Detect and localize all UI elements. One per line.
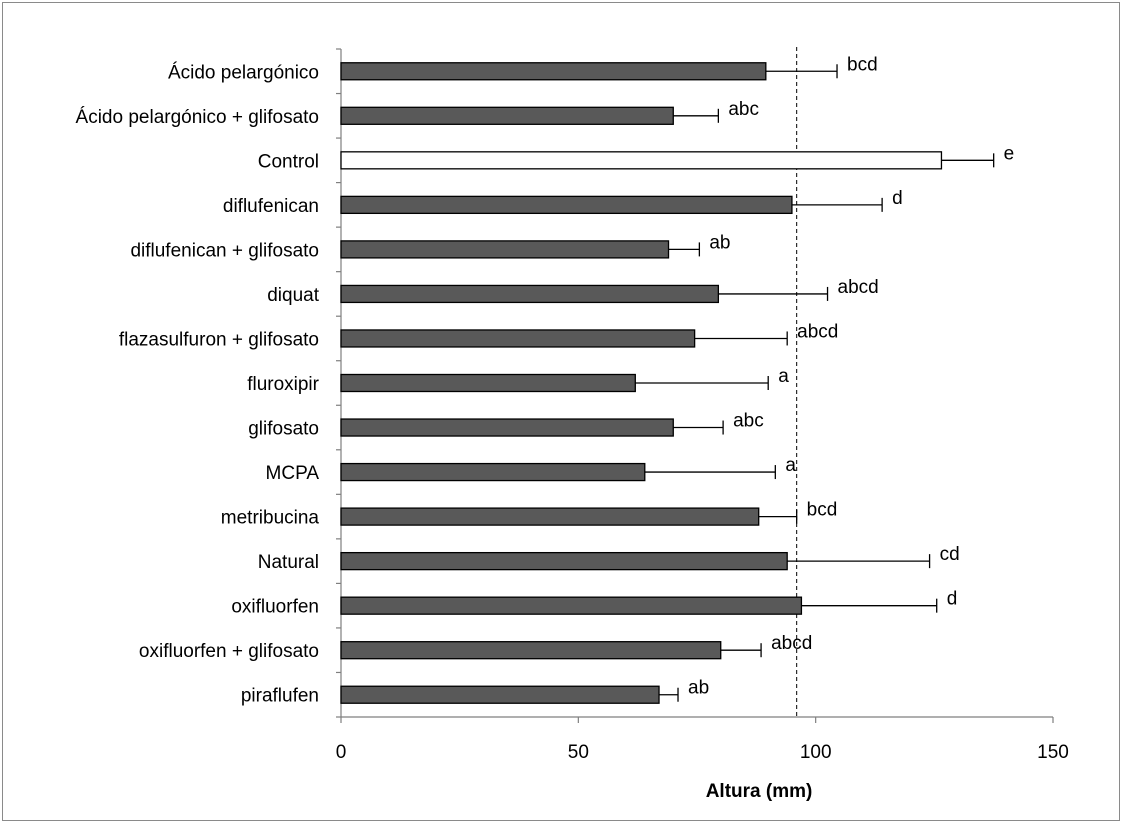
bar xyxy=(340,195,793,215)
category-label: metribucina xyxy=(221,508,320,529)
category-label: MCPA xyxy=(266,463,320,484)
bar xyxy=(340,685,660,704)
bar xyxy=(340,106,674,125)
significance-label: cd xyxy=(940,544,960,565)
significance-label: d xyxy=(892,188,903,209)
bar xyxy=(340,329,696,348)
bar xyxy=(340,373,636,393)
x-tick-label: 150 xyxy=(1037,742,1069,763)
significance-label: a xyxy=(778,366,789,387)
bar xyxy=(340,462,646,482)
category-label: diflufenican xyxy=(223,196,319,217)
significance-label: abc xyxy=(728,99,759,120)
category-label: flazasulfuron + glifosato xyxy=(119,329,319,350)
significance-label: a xyxy=(785,455,796,476)
bar xyxy=(340,418,674,437)
significance-label: abcd xyxy=(771,633,812,654)
category-label: Control xyxy=(258,151,319,172)
significance-label: abcd xyxy=(797,321,838,342)
significance-label: abcd xyxy=(838,277,879,298)
bar xyxy=(340,62,767,81)
category-label: oxifluorfen xyxy=(231,597,319,618)
category-label: piraflufen xyxy=(241,686,319,707)
bar xyxy=(340,641,722,660)
category-label: Ácido pelargónico xyxy=(168,62,319,83)
x-tick-label: 100 xyxy=(800,742,832,763)
significance-label: ab xyxy=(688,678,709,699)
category-label: Ácido pelargónico + glifosato xyxy=(76,107,319,128)
category-label: glifosato xyxy=(248,419,319,440)
bar xyxy=(340,151,943,170)
x-tick-label: 0 xyxy=(336,742,347,763)
labels: Ácido pelargónico bcd Ácido pelargónico + … xyxy=(76,54,1015,706)
x-axis-title: Altura (mm) xyxy=(706,781,813,802)
significance-label: bcd xyxy=(807,500,838,521)
bar xyxy=(340,596,803,615)
significance-label: e xyxy=(1004,143,1015,164)
bar xyxy=(340,240,670,259)
significance-label: abc xyxy=(733,411,764,432)
category-label: diquat xyxy=(267,285,319,306)
x-tick-label: 50 xyxy=(568,742,589,763)
bar xyxy=(340,507,760,526)
significance-label: bcd xyxy=(847,54,878,75)
significance-label: ab xyxy=(709,232,730,253)
category-label: oxifluorfen + glifosato xyxy=(139,641,319,662)
bar xyxy=(340,551,788,571)
significance-label: d xyxy=(947,589,958,610)
bar xyxy=(340,284,720,304)
bars xyxy=(340,62,995,704)
category-label: diflufenican + glifosato xyxy=(130,240,319,261)
category-label: fluroxipir xyxy=(247,374,319,395)
category-label: Natural xyxy=(258,552,319,573)
